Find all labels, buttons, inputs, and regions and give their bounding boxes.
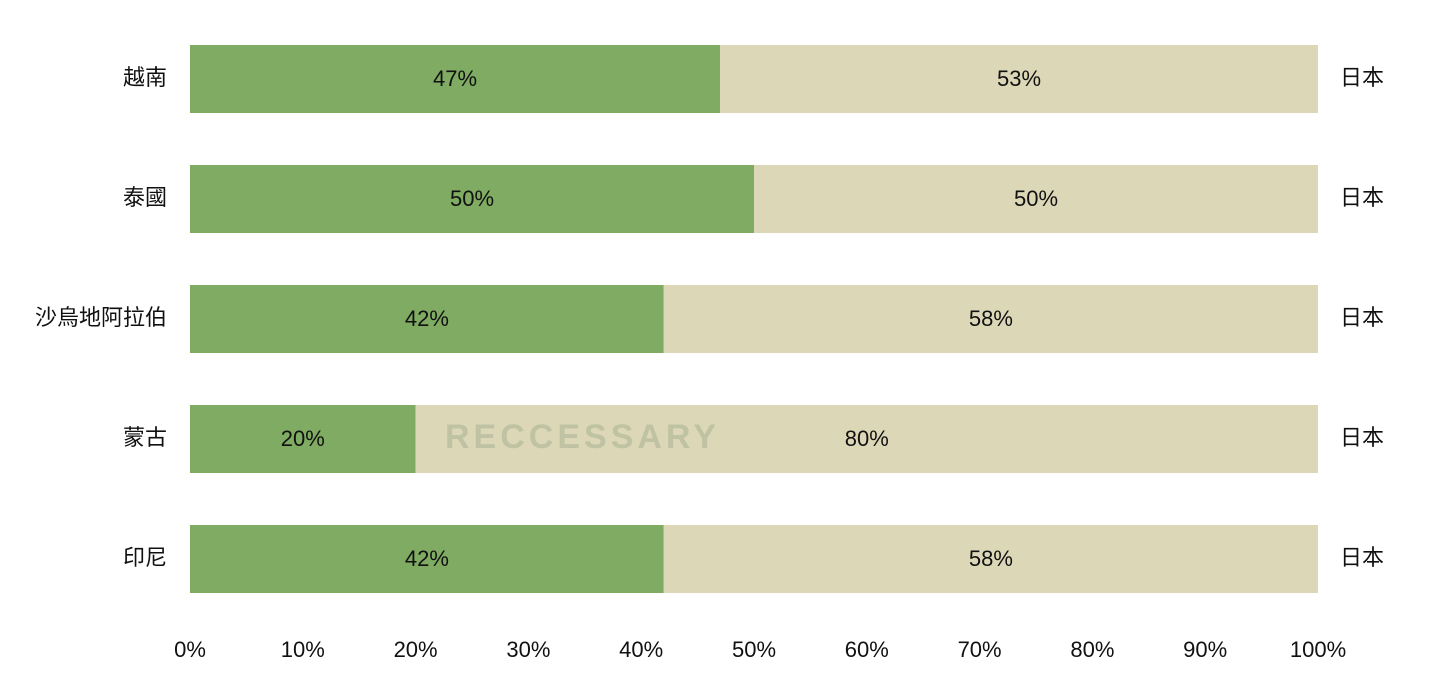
y-tick-label: 沙烏地阿拉伯 [35, 305, 167, 330]
y-tick-label: 蒙古 [123, 425, 167, 450]
right-label: 日本 [1340, 305, 1384, 330]
value-label: 50% [450, 186, 494, 211]
value-label: 42% [405, 306, 449, 331]
value-label: 20% [281, 426, 325, 451]
right-label: 日本 [1340, 65, 1384, 90]
bar-segment [190, 165, 754, 233]
x-tick-label: 40% [619, 637, 663, 662]
x-tick-label: 10% [281, 637, 325, 662]
value-label: 50% [1014, 186, 1058, 211]
bar-segment [720, 45, 1318, 113]
y-tick-label: 越南 [123, 65, 167, 90]
right-label: 日本 [1340, 185, 1384, 210]
bar-segment [190, 285, 664, 353]
value-label: 58% [969, 306, 1013, 331]
x-tick-label: 70% [958, 637, 1002, 662]
value-label: 80% [845, 426, 889, 451]
bar-segment [190, 525, 664, 593]
x-tick-label: 0% [174, 637, 206, 662]
bar-segment [663, 285, 1318, 353]
x-tick-label: 30% [506, 637, 550, 662]
bar-segment [415, 405, 1319, 473]
y-tick-label: 泰國 [123, 185, 167, 210]
value-label: 58% [969, 546, 1013, 571]
right-label: 日本 [1340, 545, 1384, 570]
x-tick-label: 100% [1290, 637, 1346, 662]
bar-segment [190, 45, 721, 113]
value-label: 53% [997, 66, 1041, 91]
x-tick-label: 20% [394, 637, 438, 662]
x-tick-label: 90% [1183, 637, 1227, 662]
x-tick-label: 60% [845, 637, 889, 662]
bar-segment [663, 525, 1318, 593]
x-tick-label: 50% [732, 637, 776, 662]
right-label: 日本 [1340, 425, 1384, 450]
value-label: 42% [405, 546, 449, 571]
value-label: 47% [433, 66, 477, 91]
y-tick-label: 印尼 [123, 545, 167, 570]
bar-segment [754, 165, 1318, 233]
x-tick-label: 80% [1070, 637, 1114, 662]
watermark: RECCESSARY [445, 418, 720, 456]
bar-segment [190, 405, 416, 473]
